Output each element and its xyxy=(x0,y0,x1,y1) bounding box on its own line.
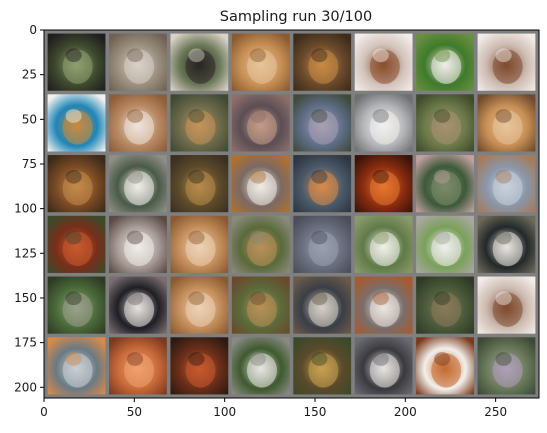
x-axis: 0 50 100 150 200 250 xyxy=(40,398,507,419)
sample-tile xyxy=(354,337,413,395)
sample-tile xyxy=(477,94,536,152)
sample-tile xyxy=(170,94,229,152)
x-tick-label: 150 xyxy=(304,405,327,419)
y-axis: 0 25 50 75 100 125 150 175 200 xyxy=(14,23,44,394)
sample-tile xyxy=(47,155,106,213)
sample-tile xyxy=(477,337,536,395)
sample-tile xyxy=(354,155,413,213)
x-tick-label: 250 xyxy=(484,405,507,419)
sample-tile xyxy=(354,33,413,91)
sample-tile xyxy=(231,276,290,334)
sample-tile xyxy=(47,215,106,273)
sample-tile xyxy=(354,215,413,273)
sample-tile xyxy=(109,33,167,91)
sample-tile xyxy=(293,215,352,273)
sample-tile xyxy=(109,215,167,273)
sample-tile xyxy=(47,33,106,91)
sample-tile xyxy=(109,155,167,213)
sample-tile xyxy=(477,33,536,91)
sample-tile xyxy=(293,337,352,395)
sample-tile xyxy=(477,276,536,334)
y-tick-label: 0 xyxy=(29,23,37,37)
sample-tile xyxy=(293,155,352,213)
x-tick-label: 0 xyxy=(40,405,48,419)
sample-tile xyxy=(293,94,352,152)
sample-tile xyxy=(109,337,167,395)
sample-tile xyxy=(170,215,229,273)
sample-tile xyxy=(231,215,290,273)
sample-tile xyxy=(170,276,229,334)
grid-frame-background xyxy=(44,30,539,398)
sample-tile xyxy=(416,33,474,91)
sample-tile xyxy=(293,33,352,91)
sample-tile xyxy=(354,94,413,152)
sample-tile xyxy=(416,337,474,395)
x-tick-label: 100 xyxy=(213,405,236,419)
sample-tile xyxy=(354,276,413,334)
y-tick-label: 200 xyxy=(14,380,37,394)
sample-tile xyxy=(170,33,229,91)
sample-tile xyxy=(416,276,474,334)
sample-tile xyxy=(170,155,229,213)
sample-tile xyxy=(109,276,167,334)
sample-tile xyxy=(477,215,536,273)
sample-tile xyxy=(47,276,106,334)
y-tick-label: 175 xyxy=(14,336,37,350)
sample-tile xyxy=(170,337,229,395)
x-tick-label: 200 xyxy=(394,405,417,419)
chart-title: Sampling run 30/100 xyxy=(220,9,372,25)
sample-tile xyxy=(47,337,106,395)
y-tick-label: 25 xyxy=(22,68,37,82)
sample-tile xyxy=(293,276,352,334)
sample-tile xyxy=(47,94,106,152)
y-tick-label: 100 xyxy=(14,202,37,216)
sample-tile xyxy=(231,94,290,152)
axes-frame xyxy=(43,29,540,399)
sample-tile xyxy=(477,155,536,213)
y-tick-label: 75 xyxy=(22,157,37,171)
x-tick-label: 50 xyxy=(127,405,142,419)
sample-tile xyxy=(416,94,474,152)
sample-tile xyxy=(416,155,474,213)
sample-tile xyxy=(231,33,290,91)
y-tick-label: 150 xyxy=(14,291,37,305)
sample-tile xyxy=(416,215,474,273)
sample-tile xyxy=(109,94,167,152)
axes-border xyxy=(43,29,540,399)
y-tick-label: 50 xyxy=(22,112,37,126)
y-tick-label: 125 xyxy=(14,246,37,260)
plot-area xyxy=(44,30,539,398)
sample-tile xyxy=(231,337,290,395)
sample-tile xyxy=(231,155,290,213)
